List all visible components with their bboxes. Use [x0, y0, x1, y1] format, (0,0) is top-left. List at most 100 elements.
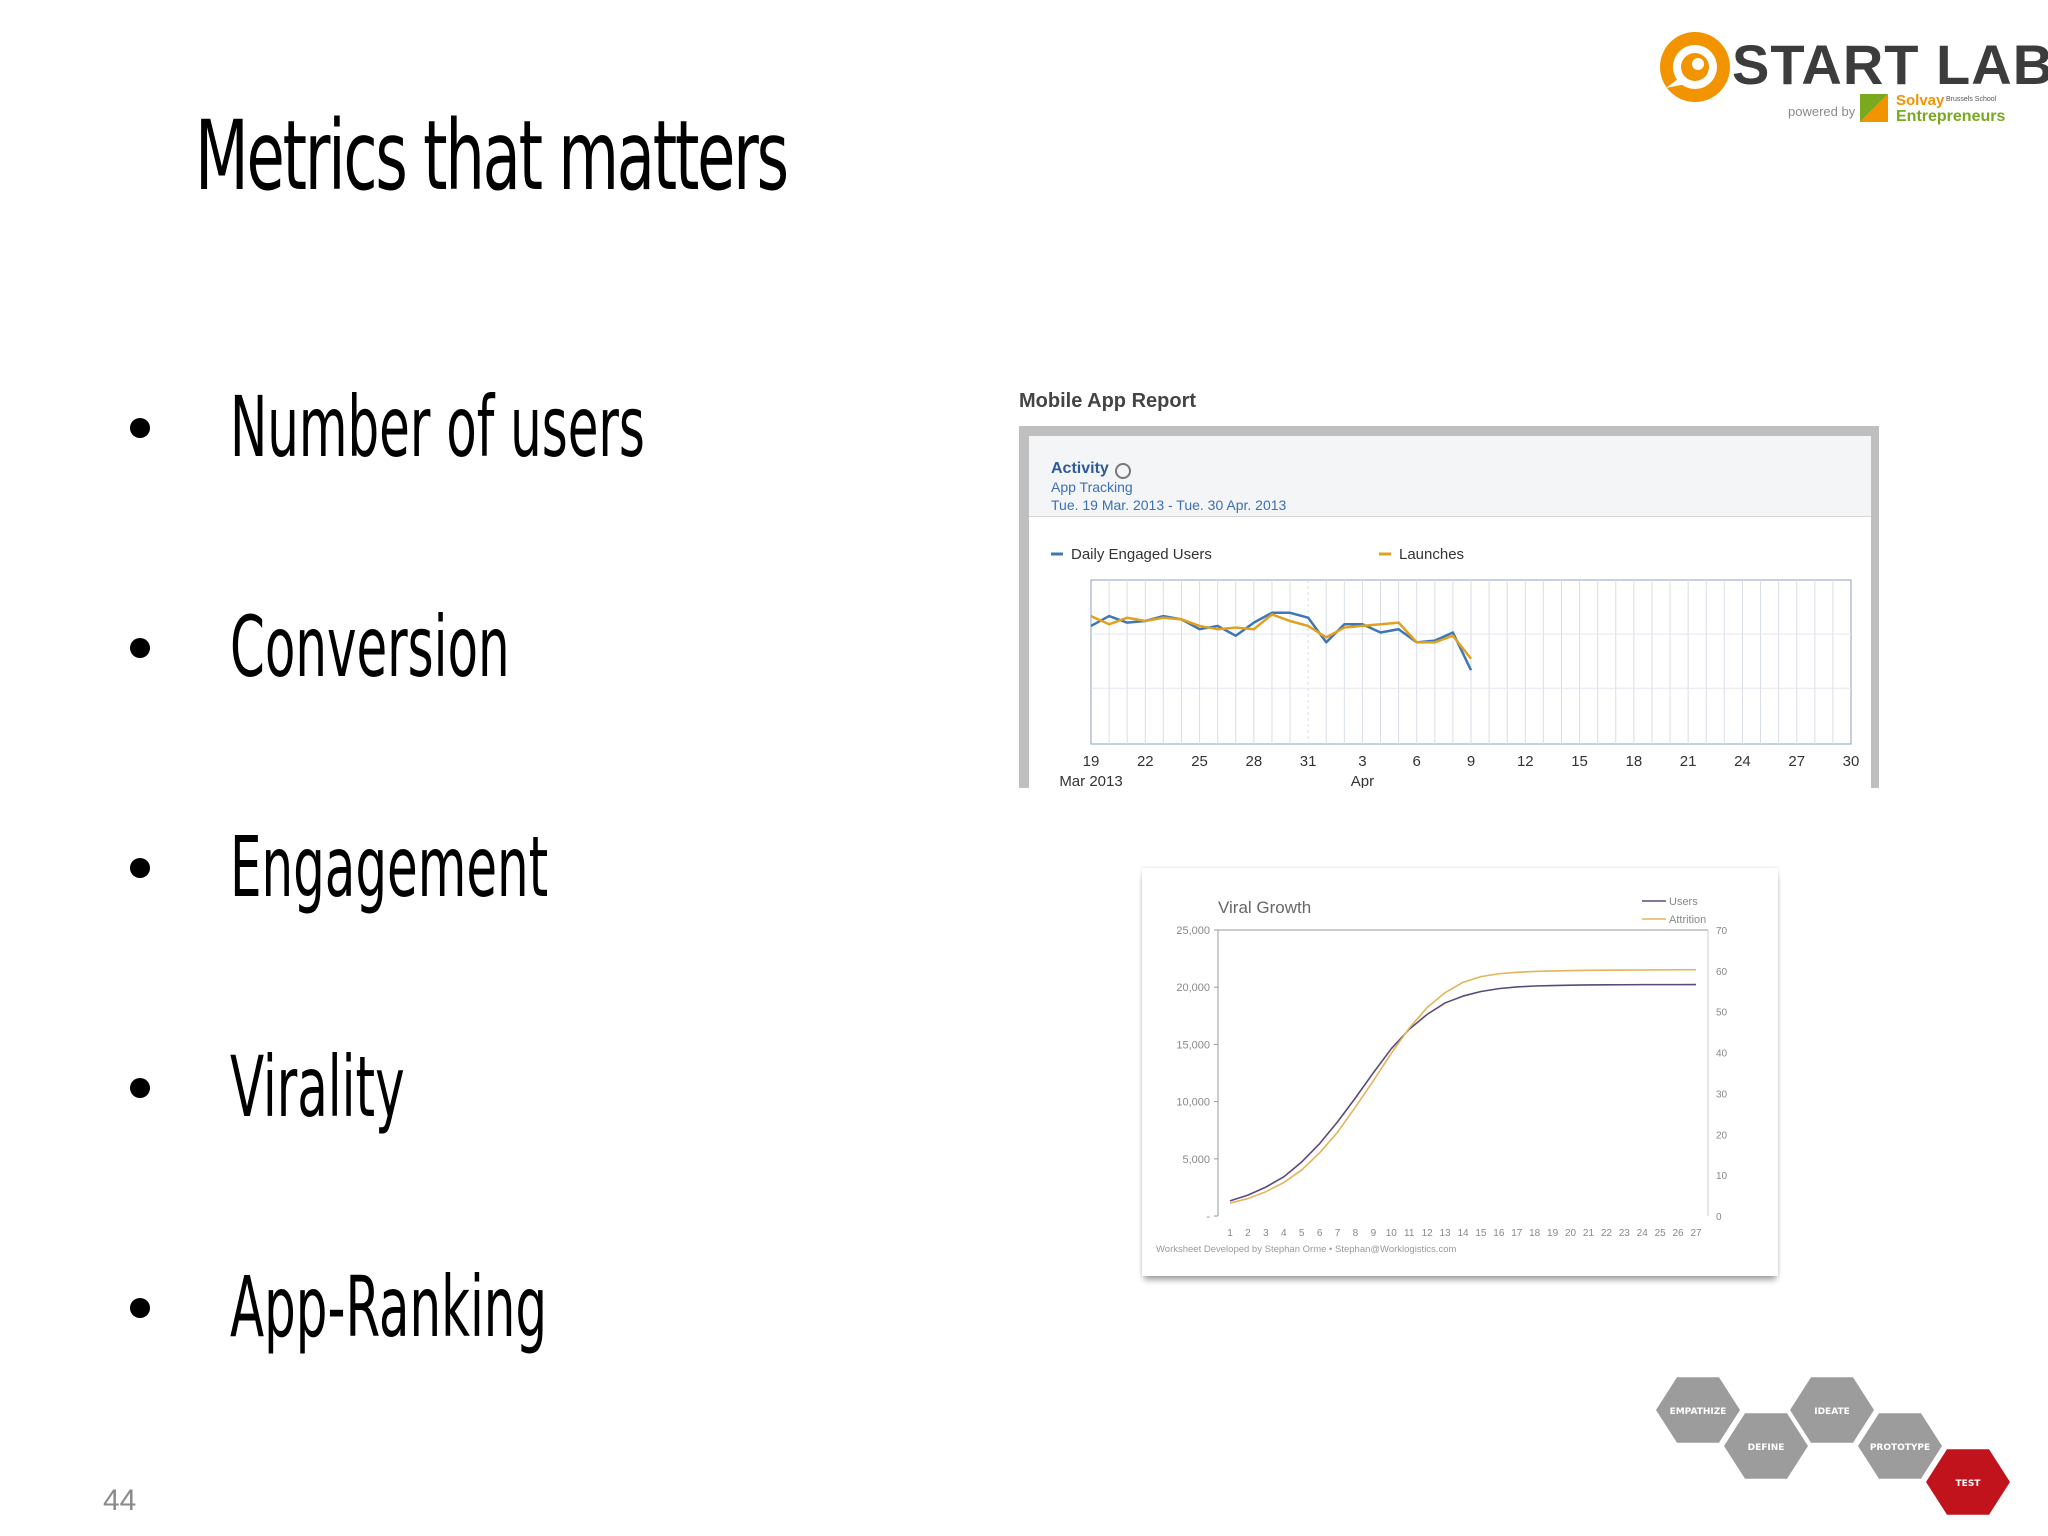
page-number: 44 — [103, 1484, 137, 1517]
bullet-dot-icon — [130, 858, 150, 878]
x-tick-label: 27 — [1788, 753, 1805, 770]
bullet-text: Number of users — [230, 378, 645, 476]
slide-title: Metrics that matters — [195, 100, 789, 212]
hexagon-step-label: EMPATHIZE — [1670, 1407, 1727, 1417]
series-line — [1229, 968, 1696, 1204]
x-tick-label: 7 — [1335, 1228, 1341, 1239]
x-tick-label: 9 — [1371, 1228, 1377, 1239]
x-tick-label: 10 — [1386, 1228, 1398, 1239]
hexagon-step — [1656, 1377, 1740, 1443]
solvay-mark-icon — [1860, 94, 1888, 122]
x-tick-label: 3 — [1263, 1228, 1269, 1239]
bullet-text: Conversion — [230, 598, 510, 696]
x-tick-label: 20 — [1565, 1228, 1577, 1239]
x-tick-label: 23 — [1619, 1228, 1631, 1239]
x-tick-label: 22 — [1137, 753, 1154, 770]
start-lab-logo: START LAB powered by Solvay Brussels Sch… — [1656, 22, 2048, 140]
y-tick-label: 25,000 — [1176, 925, 1210, 937]
hexagon-step — [1858, 1413, 1942, 1479]
x-month-label: Apr — [1351, 773, 1374, 788]
x-tick-label: 25 — [1655, 1228, 1667, 1239]
y-right-tick-label: 60 — [1716, 967, 1728, 978]
chart-footer: Worksheet Developed by Stephan Orme • St… — [1156, 1244, 1456, 1255]
x-tick-label: 31 — [1300, 753, 1317, 770]
legend-label: Daily Engaged Users — [1071, 546, 1212, 563]
x-tick-label: 25 — [1191, 753, 1208, 770]
report-line-chart: Daily Engaged Users Launches 19 22 25 28 31 3 6 9… — [1051, 546, 1860, 788]
y-tick-label: - — [1206, 1211, 1210, 1223]
x-tick-label: 16 — [1493, 1228, 1505, 1239]
x-tick-label: 28 — [1246, 753, 1263, 770]
logo-partner-name: Solvay — [1896, 92, 1945, 109]
x-tick-label: 27 — [1690, 1228, 1702, 1239]
x-tick-label: 9 — [1467, 753, 1475, 770]
y-right-tick-label: 0 — [1716, 1212, 1722, 1223]
hexagon-step — [1790, 1377, 1874, 1443]
y-right-tick-label: 10 — [1716, 1171, 1728, 1182]
x-tick-label: 5 — [1299, 1228, 1305, 1239]
y-right-tick-label: 70 — [1716, 926, 1728, 937]
x-tick-label: 6 — [1413, 753, 1421, 770]
legend-label: Launches — [1399, 546, 1464, 563]
x-tick-label: 22 — [1601, 1228, 1613, 1239]
y-right-tick-label: 50 — [1716, 1008, 1728, 1019]
bullet-text: Engagement — [230, 818, 549, 916]
x-tick-label: 1 — [1227, 1228, 1233, 1239]
x-tick-label: 4 — [1281, 1228, 1287, 1239]
y-tick-label: 20,000 — [1176, 982, 1210, 994]
bullet-dot-icon — [130, 418, 150, 438]
viral-growth-panel: Viral Growth 25,000 20,000 15,000 10,000 5,00… — [1142, 868, 1778, 1276]
hexagon-step-label: DEFINE — [1748, 1443, 1785, 1453]
report-date-range: Tue. 19 Mar. 2013 - Tue. 30 Apr. 2013 — [1051, 497, 1287, 513]
x-tick-label: 2 — [1245, 1228, 1251, 1239]
x-tick-label: 15 — [1571, 753, 1588, 770]
hexagon-step-label: IDEATE — [1814, 1407, 1850, 1417]
x-tick-label: 24 — [1637, 1228, 1649, 1239]
logo-partner-line2: Entrepreneurs — [1896, 108, 2006, 125]
legend-label: Users — [1669, 896, 1698, 908]
bullet-text: App-Ranking — [230, 1258, 548, 1356]
x-tick-label: 15 — [1475, 1228, 1487, 1239]
logo-partner-sub: Brussels School — [1946, 96, 1997, 103]
bullet-text: Virality — [230, 1038, 405, 1136]
x-tick-label: 6 — [1317, 1228, 1323, 1239]
hexagon-step-label: PROTOTYPE — [1870, 1443, 1930, 1453]
x-tick-label: 14 — [1457, 1228, 1469, 1239]
report-subtitle: App Tracking — [1051, 479, 1133, 495]
start-lab-mark-icon — [1660, 32, 1730, 102]
x-tick-label: 3 — [1358, 753, 1366, 770]
x-month-label: Mar 2013 — [1059, 773, 1122, 788]
hexagon-step — [1926, 1449, 2010, 1515]
mobile-app-report-panel: Activity App Tracking Tue. 19 Mar. 2013 … — [1019, 426, 1879, 788]
series-line — [1229, 983, 1697, 1202]
x-tick-label: 13 — [1440, 1228, 1452, 1239]
bullet-dot-icon — [130, 1078, 150, 1098]
hexagon-step — [1724, 1413, 1808, 1479]
x-tick-label: 19 — [1083, 753, 1100, 770]
x-tick-label: 18 — [1529, 1228, 1541, 1239]
logo-powered-by: powered by — [1788, 104, 1856, 119]
logo-name: START LAB — [1732, 33, 2048, 96]
x-tick-label: 24 — [1734, 753, 1751, 770]
y-tick-label: 10,000 — [1176, 1097, 1210, 1109]
x-tick-label: 17 — [1511, 1228, 1523, 1239]
x-tick-label: 30 — [1843, 753, 1860, 770]
viral-growth-chart: Viral Growth 25,000 20,000 15,000 10,000 5,00… — [1156, 896, 1728, 1255]
plus-circle-icon — [1115, 463, 1131, 479]
x-tick-label: 26 — [1673, 1228, 1685, 1239]
x-tick-label: 12 — [1517, 753, 1534, 770]
y-right-tick-label: 20 — [1716, 1130, 1728, 1141]
x-tick-label: 21 — [1583, 1228, 1595, 1239]
x-tick-label: 11 — [1404, 1228, 1415, 1239]
design-thinking-hexagons: EMPATHIZE DEFINE IDEATE PROTOTYPE TEST — [1656, 1377, 2010, 1515]
chart-title: Viral Growth — [1218, 898, 1311, 917]
report-title: Mobile App Report — [1019, 390, 1197, 412]
hexagon-step-label: TEST — [1956, 1479, 1982, 1489]
x-tick-label: 19 — [1547, 1228, 1559, 1239]
x-tick-label: 18 — [1626, 753, 1643, 770]
y-right-tick-label: 40 — [1716, 1049, 1728, 1060]
x-tick-label: 12 — [1422, 1228, 1434, 1239]
bullet-dot-icon — [130, 638, 150, 658]
y-tick-label: 15,000 — [1176, 1039, 1210, 1051]
legend-label: Attrition — [1669, 914, 1706, 926]
